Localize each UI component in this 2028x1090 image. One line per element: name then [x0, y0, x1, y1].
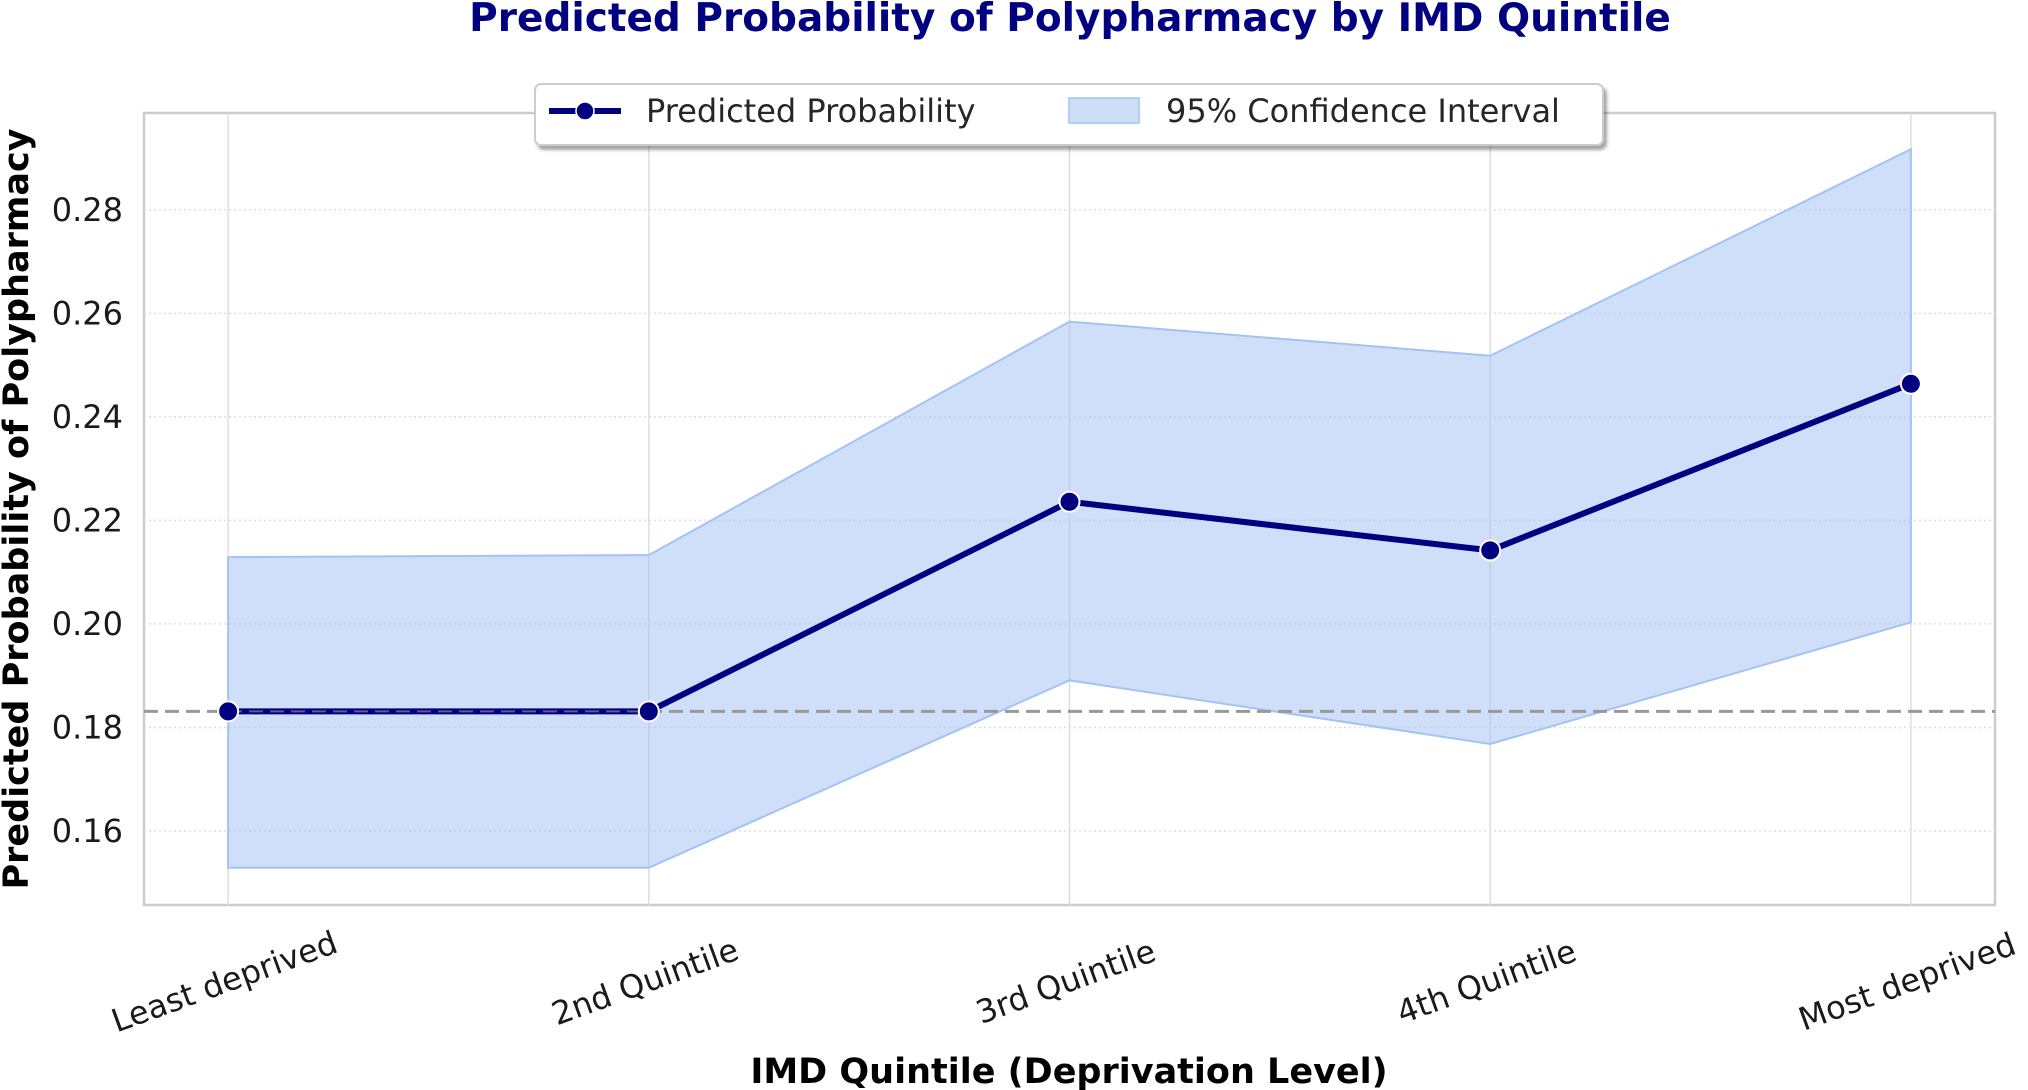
y-tick-label: 0.22	[52, 501, 123, 539]
y-tick-label: 0.28	[52, 191, 123, 229]
y-tick-label: 0.24	[52, 398, 123, 436]
x-tick-label: Most deprived	[1794, 925, 2021, 1039]
legend-item-confidence-interval: 95% Confidence Interval	[1068, 92, 1560, 130]
legend-patch-icon	[1068, 97, 1140, 124]
x-tick-label: 3rd Quintile	[971, 932, 1161, 1032]
y-tick-labels: 0.16 0.18 0.20 0.22 0.24 0.26 0.28	[52, 191, 123, 850]
x-tick-labels: Least deprived 2nd Quintile 3rd Quintile 4t…	[106, 923, 2020, 1040]
legend-item-predicted-probability: Predicted Probability	[549, 92, 976, 130]
plot-area	[142, 111, 1997, 907]
chart-title: Predicted Probability of Polypharmacy by…	[469, 0, 1671, 41]
x-axis-title: IMD Quintile (Deprivation Level)	[750, 1052, 1387, 1090]
data-point-marker	[1899, 372, 1922, 395]
x-tick-label: Least deprived	[106, 923, 342, 1040]
y-tick-label: 0.20	[52, 605, 123, 643]
legend-marker-icon	[575, 101, 595, 121]
y-tick-label: 0.26	[52, 294, 123, 332]
x-tick-label: 2nd Quintile	[547, 930, 744, 1033]
y-axis-title: Predicted Probability of Polypharmacy	[0, 128, 37, 889]
data-point-marker	[1479, 539, 1502, 562]
y-tick-label: 0.18	[52, 708, 123, 746]
series-markers	[217, 372, 1922, 723]
legend-label-predicted-probability: Predicted Probability	[646, 92, 976, 130]
legend-label-confidence-interval: 95% Confidence Interval	[1166, 92, 1560, 130]
data-point-marker	[1058, 490, 1081, 513]
data-point-marker	[217, 700, 240, 723]
x-tick-label: 4th Quintile	[1392, 932, 1582, 1032]
legend: Predicted Probability 95% Confidence Int…	[534, 83, 1604, 146]
data-point-marker	[637, 700, 660, 723]
y-tick-label: 0.16	[52, 812, 123, 850]
